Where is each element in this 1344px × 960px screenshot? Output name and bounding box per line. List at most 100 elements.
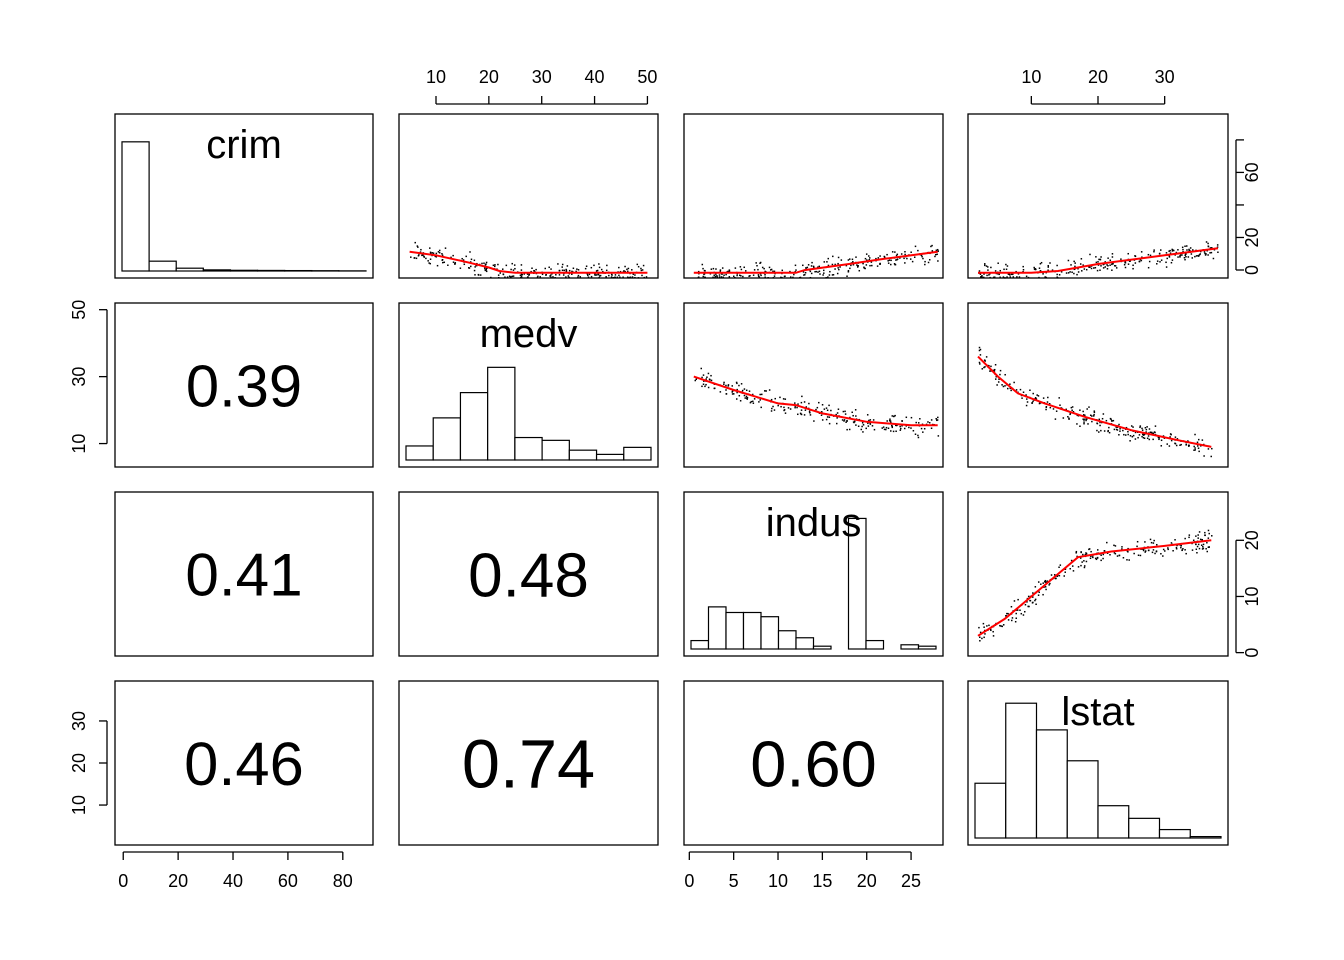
scatter-point bbox=[931, 244, 933, 247]
tick-label-medv-50: 50 bbox=[69, 300, 89, 320]
scatter-point bbox=[983, 366, 985, 369]
scatter-point bbox=[1127, 263, 1130, 265]
scatter-point bbox=[606, 264, 608, 267]
scatter-point bbox=[752, 274, 755, 276]
scatter-point bbox=[555, 274, 557, 276]
scatter-point bbox=[936, 253, 938, 256]
scatter-point bbox=[734, 276, 736, 279]
scatter-point bbox=[1112, 419, 1115, 422]
panel-frame-medv-crim bbox=[114, 302, 374, 468]
scatter-point bbox=[523, 273, 526, 275]
scatter-point bbox=[1113, 552, 1116, 554]
scatter-point bbox=[740, 383, 743, 385]
scatter-point bbox=[1118, 554, 1121, 557]
scatter-point bbox=[1125, 426, 1128, 429]
scatter-point bbox=[896, 253, 899, 256]
scatter-point bbox=[1015, 389, 1018, 391]
histogram-bar-crim-3 bbox=[202, 269, 232, 272]
scatter-point bbox=[1174, 442, 1177, 445]
scatter-point bbox=[992, 369, 995, 372]
scatter-point bbox=[1186, 245, 1188, 247]
scatter-point bbox=[872, 419, 875, 421]
scatter-point bbox=[550, 268, 552, 270]
scatter-point bbox=[1100, 554, 1102, 556]
scatter-point bbox=[985, 356, 988, 358]
scatter-point bbox=[1052, 408, 1055, 410]
scatter-point bbox=[631, 269, 633, 271]
scatter-point bbox=[716, 276, 718, 278]
scatter-point bbox=[1016, 276, 1018, 278]
scatter-point bbox=[577, 274, 580, 277]
scatter-point bbox=[1180, 443, 1182, 446]
scatter-point bbox=[526, 273, 529, 275]
scatter-point bbox=[431, 252, 433, 254]
scatter-point bbox=[1211, 447, 1213, 450]
scatter-point bbox=[727, 385, 730, 387]
scatter-point bbox=[1136, 545, 1138, 548]
scatter-point bbox=[1132, 264, 1134, 267]
scatter-point bbox=[1187, 256, 1190, 258]
scatter-point bbox=[695, 378, 698, 381]
scatter-point bbox=[1085, 418, 1088, 420]
scatter-point bbox=[602, 270, 604, 273]
scatter-point bbox=[576, 268, 578, 270]
scatter-point bbox=[468, 267, 471, 269]
scatter-point bbox=[783, 409, 785, 412]
scatter-point bbox=[539, 276, 541, 278]
scatter-point bbox=[1091, 415, 1093, 417]
scatter-point bbox=[843, 419, 846, 421]
scatter-point bbox=[893, 263, 896, 265]
scatter-point bbox=[597, 273, 599, 275]
scatter-point bbox=[879, 255, 881, 257]
scatter-point bbox=[441, 259, 443, 261]
scatter-point bbox=[1127, 430, 1129, 433]
scatter-point bbox=[1040, 261, 1043, 264]
scatter-point bbox=[739, 266, 742, 268]
scatter-point bbox=[805, 267, 807, 269]
scatter-point bbox=[993, 369, 996, 372]
scatter-point bbox=[744, 270, 747, 272]
scatter-point bbox=[631, 276, 634, 278]
scatter-point bbox=[894, 263, 896, 266]
scatter-point bbox=[1065, 272, 1068, 274]
scatter-point bbox=[465, 255, 467, 258]
scatter-point bbox=[1160, 445, 1163, 447]
scatter-point bbox=[1093, 267, 1095, 269]
scatter-point bbox=[1001, 625, 1003, 628]
scatter-point bbox=[1063, 575, 1065, 577]
scatter-point bbox=[1203, 455, 1205, 457]
scatter-point bbox=[1104, 261, 1106, 263]
scatter-point bbox=[988, 624, 990, 627]
scatter-point bbox=[1113, 544, 1115, 547]
scatter-point bbox=[765, 390, 767, 392]
scatter-point bbox=[1136, 540, 1139, 543]
scatter-point bbox=[1094, 266, 1097, 269]
scatter-point bbox=[927, 421, 929, 423]
scatter-point bbox=[894, 414, 896, 417]
scatter-point bbox=[1087, 423, 1089, 425]
scatter-point bbox=[913, 256, 916, 258]
scatter-point bbox=[856, 266, 859, 268]
scatter-point bbox=[895, 254, 898, 257]
scatter-point bbox=[910, 427, 912, 429]
scatter-point bbox=[891, 425, 893, 428]
scatter-point bbox=[485, 268, 488, 271]
scatter-point bbox=[714, 276, 716, 279]
tick-label-lstat-10: 10 bbox=[69, 795, 89, 815]
scatter-point bbox=[1000, 625, 1002, 627]
scatter-point bbox=[1023, 610, 1026, 613]
scatter-point bbox=[869, 264, 871, 267]
tick-label-medv-10: 10 bbox=[426, 67, 446, 87]
scatter-point bbox=[865, 427, 867, 430]
scatter-point bbox=[700, 367, 703, 370]
scatter-point bbox=[828, 274, 831, 276]
scatter-point bbox=[520, 276, 523, 279]
scatter-point bbox=[710, 374, 712, 377]
scatter-point bbox=[1059, 564, 1062, 566]
scatter-point bbox=[764, 270, 766, 273]
scatter-point bbox=[868, 257, 871, 259]
scatter-point bbox=[595, 274, 598, 276]
scatter-point bbox=[727, 384, 730, 386]
scatter-points-medv-vs-indus bbox=[694, 367, 940, 439]
scatter-point bbox=[861, 425, 863, 428]
